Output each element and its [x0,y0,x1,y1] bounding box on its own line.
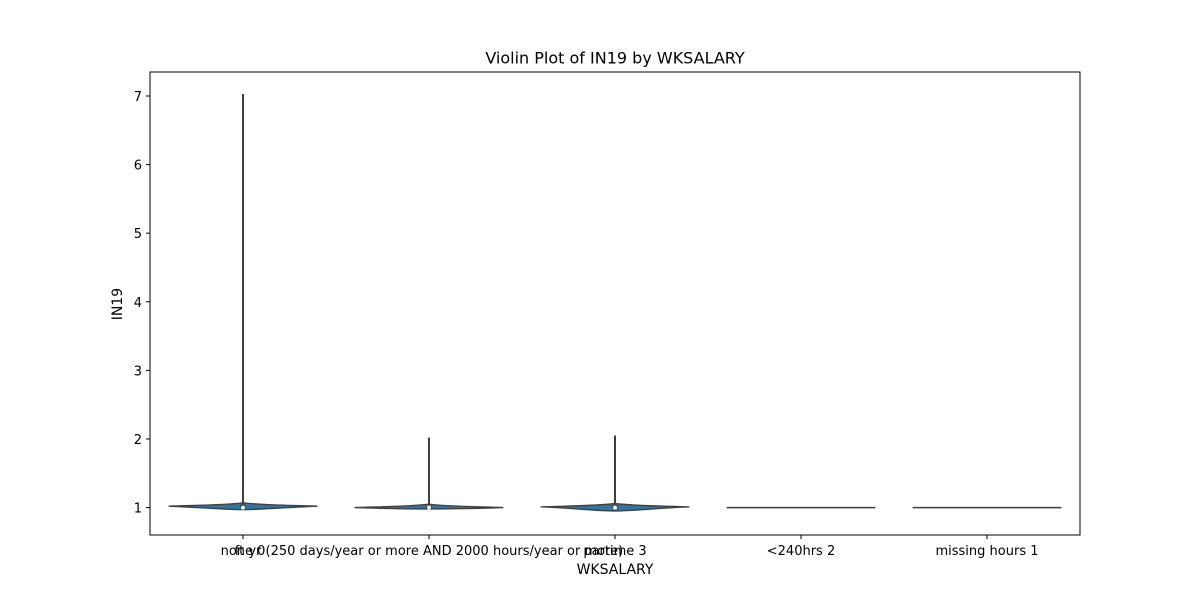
y-tick-label: 3 [134,364,142,379]
y-tick-label: 7 [134,90,142,105]
x-tick-label: missing hours 1 [935,544,1038,559]
y-axis: 1 2 3 4 5 6 7 [134,90,150,517]
violin [354,437,504,510]
violin-median [241,505,245,510]
x-tick-label: none 0 [221,544,266,559]
chart-title: Violin Plot of IN19 by WKSALARY [485,49,745,68]
y-axis-label: IN19 [110,288,126,320]
violin-median [613,505,617,510]
violins-group [168,93,1062,512]
y-tick-label: 6 [134,159,142,174]
x-tick-label: <240hrs 2 [767,544,835,559]
violin [540,435,690,512]
y-tick-label: 5 [134,227,142,242]
x-tick-label: ft yr (250 days/year or more AND 2000 ho… [235,544,623,559]
y-tick-label: 4 [134,296,142,311]
x-tick-label: partime 3 [583,544,646,559]
violin [168,93,318,511]
y-tick-label: 1 [134,502,142,517]
y-tick-label: 2 [134,433,142,448]
violin-median [427,505,431,510]
x-axis: none 0ft yr (250 days/year or more AND 2… [221,535,1039,559]
x-axis-label: WKSALARY [577,562,654,578]
